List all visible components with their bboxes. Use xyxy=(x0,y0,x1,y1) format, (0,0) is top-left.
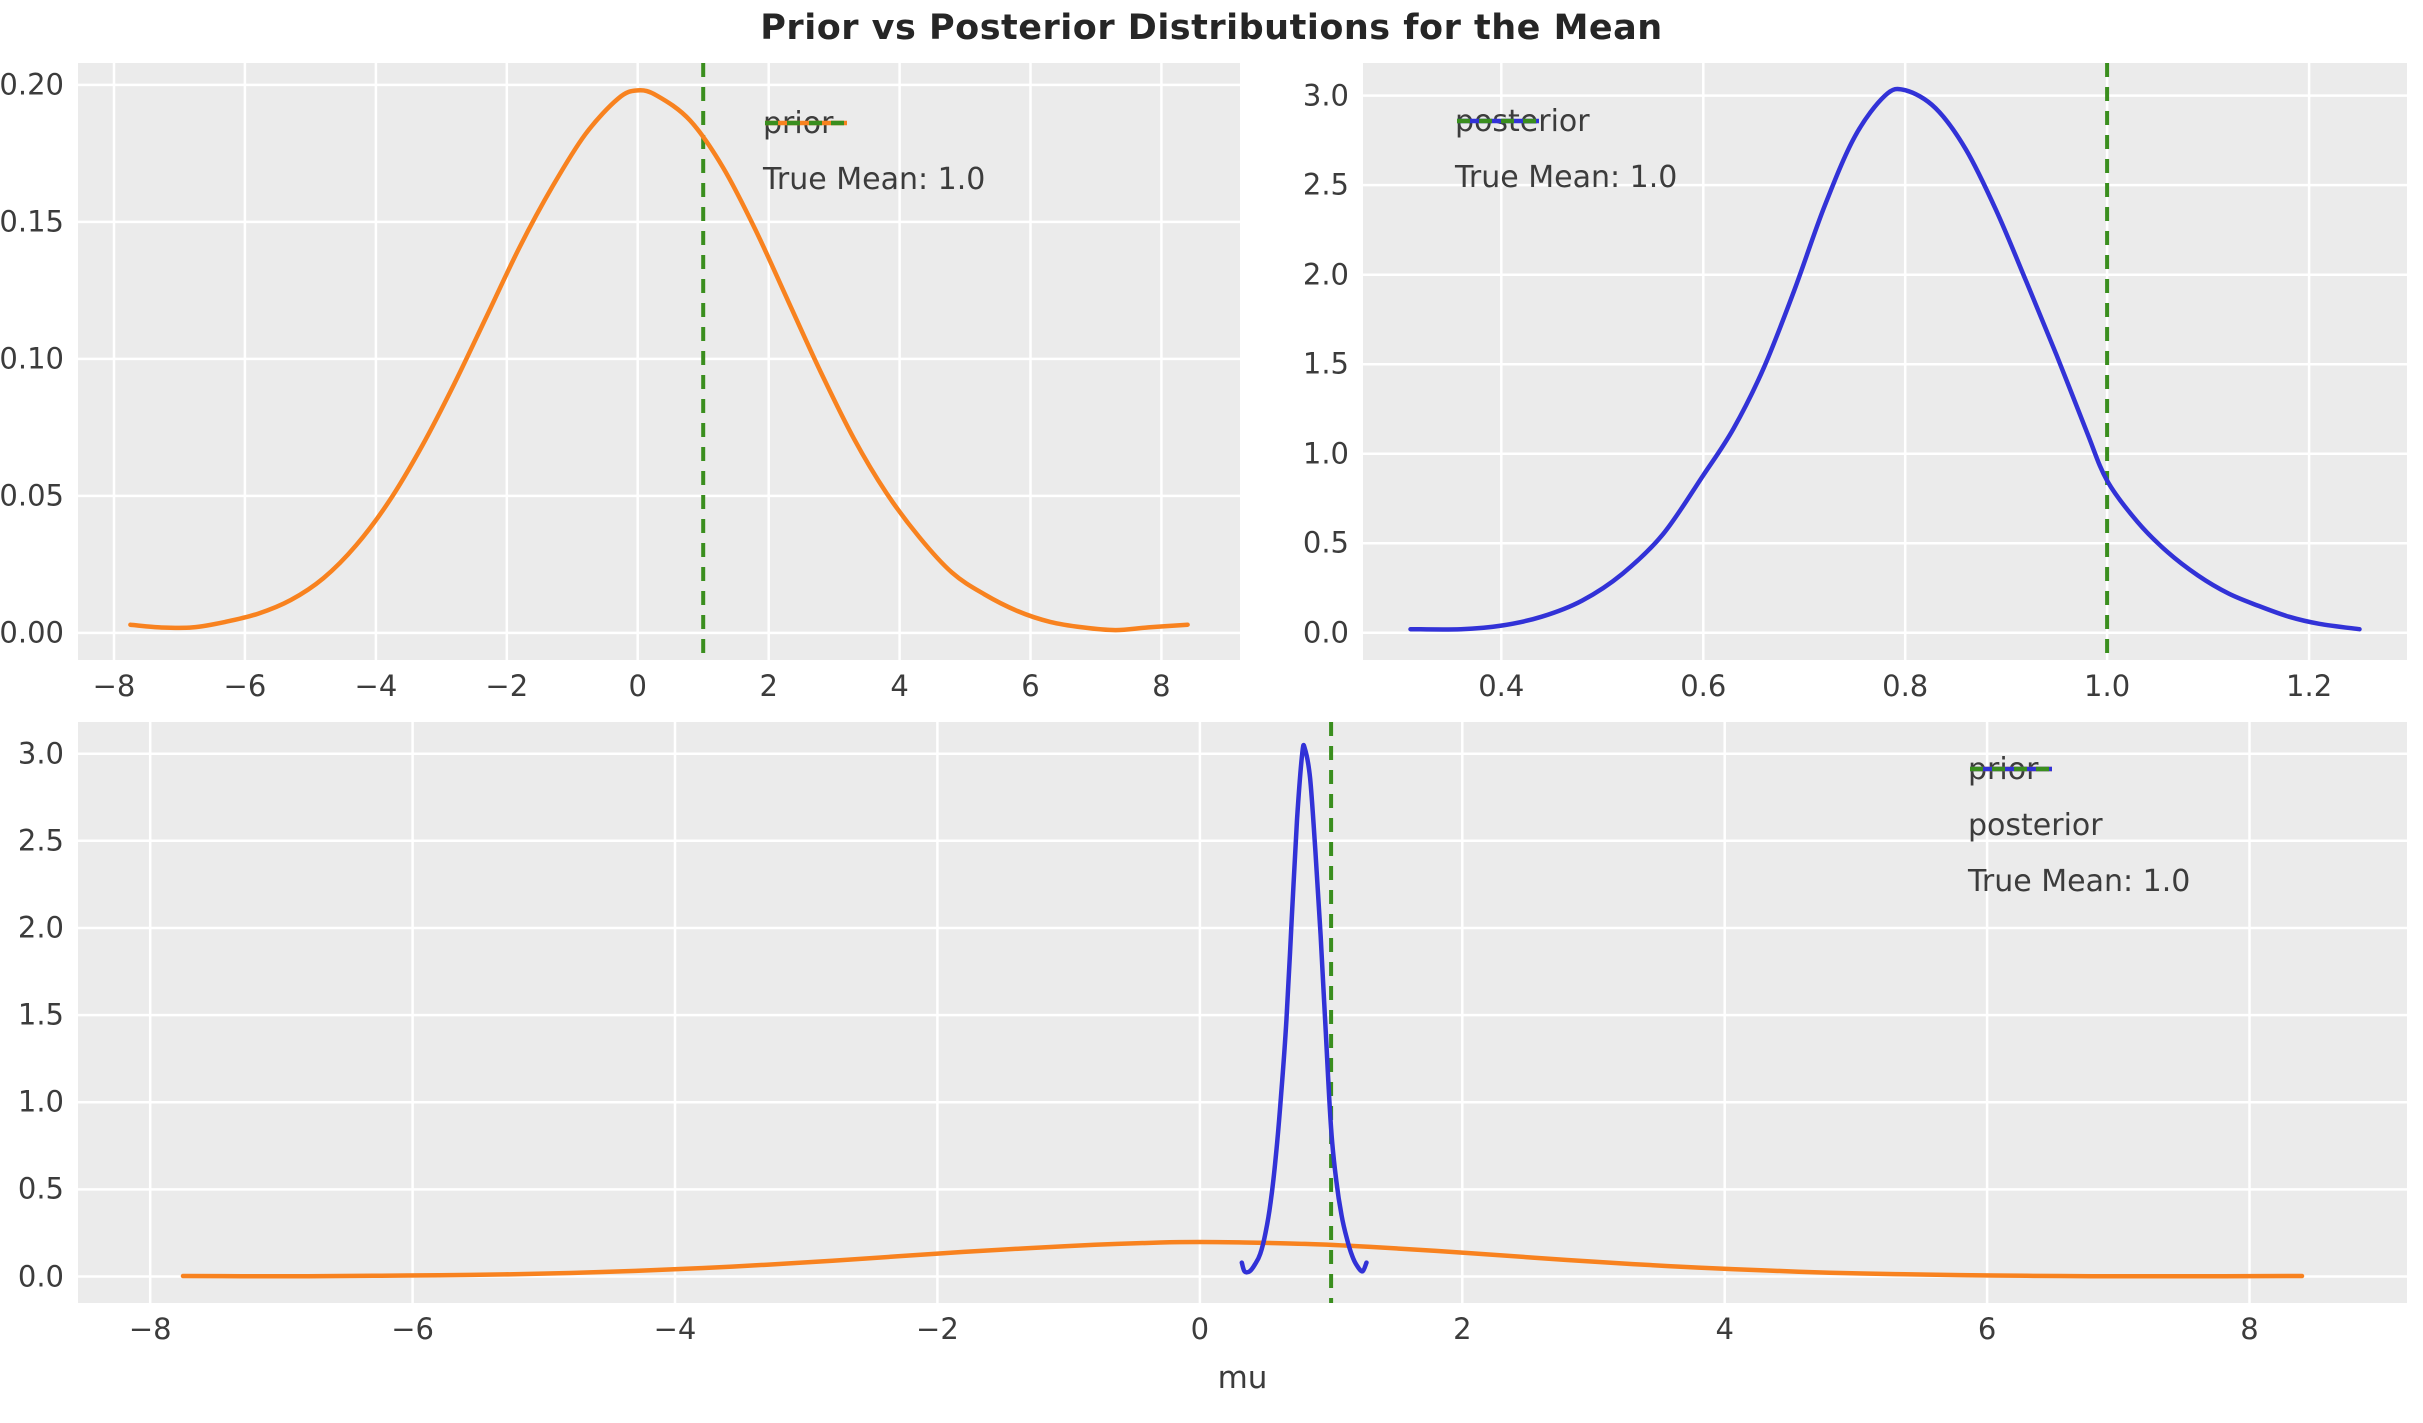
subplot-combined: −8 −6 −4 −2 0 2 4 6 8 0.0 0.5 1.0 1.5 2.0 2.5 3.0 mu prio… xyxy=(18,722,2407,1394)
y-tick-label: 2.5 xyxy=(17,823,64,858)
x-tick-label: −2 xyxy=(916,1312,959,1346)
y-tick-label: 1.5 xyxy=(1302,346,1349,381)
y-tick-label: 1.0 xyxy=(1302,436,1349,471)
legend-item-posterior: posterior xyxy=(1455,100,1677,142)
x-tick-label: 1.2 xyxy=(2286,669,2333,703)
legend-label: True Mean: 1.0 xyxy=(1455,159,1678,195)
x-tick-label: 1.0 xyxy=(2084,669,2131,703)
prior-curve xyxy=(180,1239,2305,1279)
y-tick-label: 0.00 xyxy=(0,615,64,650)
x-tick-label: −8 xyxy=(92,669,136,703)
figure-title: Prior vs Posterior Distributions for the… xyxy=(760,8,1663,48)
x-axis-label: mu xyxy=(1217,1360,1268,1396)
x-tick-label: 6 xyxy=(1021,669,1040,703)
y-tick-label: 0.5 xyxy=(17,1171,64,1206)
posterior-curve xyxy=(1408,86,2362,632)
legend-label: True Mean: 1.0 xyxy=(1968,863,2191,899)
panel-background xyxy=(78,63,1240,660)
x-tick-label: 0.6 xyxy=(1680,669,1727,703)
x-tick-label: 0 xyxy=(1190,1312,1210,1346)
x-tick-label: 0 xyxy=(628,669,647,703)
legend-item-true-mean-1-0: True Mean: 1.0 xyxy=(1968,766,2191,902)
y-tick-label: 3.0 xyxy=(1302,78,1349,113)
x-tick-label: −8 xyxy=(128,1312,172,1346)
x-tick-label: 6 xyxy=(1977,1312,1997,1346)
y-tick-label: 2.5 xyxy=(1302,167,1349,202)
x-tick-label: 8 xyxy=(1152,669,1171,703)
dashed-line-icon xyxy=(1457,118,1539,124)
y-tick-label: 0.0 xyxy=(1302,615,1349,650)
x-tick-label: −2 xyxy=(485,669,529,703)
y-tick-label: 0.10 xyxy=(0,341,64,376)
legend-item-true-mean-1-0: True Mean: 1.0 xyxy=(763,120,986,200)
panel-background xyxy=(1363,63,2407,660)
x-tick-label: 2 xyxy=(1453,1312,1472,1346)
x-tick-label: 4 xyxy=(1715,1312,1734,1346)
x-tick-label: −6 xyxy=(391,1312,434,1346)
y-tick-label: 0.05 xyxy=(0,478,64,513)
x-tick-label: −4 xyxy=(354,669,398,703)
y-tick-label: 2.0 xyxy=(1302,257,1349,292)
x-tick-label: 0.4 xyxy=(1478,669,1525,703)
x-tick-label: 0.8 xyxy=(1882,669,1929,703)
y-tick-label: 1.5 xyxy=(17,997,64,1032)
x-tick-label: 4 xyxy=(890,669,909,703)
x-tick-label: 8 xyxy=(2240,1312,2259,1346)
y-tick-label: 0.20 xyxy=(0,67,64,102)
y-tick-label: 3.0 xyxy=(17,736,64,771)
y-tick-label: 1.0 xyxy=(17,1084,64,1119)
legend-item-true-mean-1-0: True Mean: 1.0 xyxy=(1455,118,1678,198)
subplot-prior: −8 −6 −4 −2 0 2 4 6 8 0.00 0.05 0.10 0.15 0.20 prior Tr… xyxy=(0,63,1240,701)
posterior-subplot-canvas xyxy=(1363,63,2407,660)
x-tick-label: −4 xyxy=(653,1312,697,1346)
y-tick-label: 2.0 xyxy=(17,910,64,945)
dashed-line-icon xyxy=(765,120,847,126)
x-tick-label: 2 xyxy=(759,669,778,703)
legend-label: True Mean: 1.0 xyxy=(763,161,986,197)
y-tick-label: 0.0 xyxy=(17,1259,64,1293)
dashed-line-icon xyxy=(1970,766,2052,772)
panel-background xyxy=(78,722,2407,1303)
prior-curve xyxy=(128,88,1190,633)
legend: posterior True Mean: 1.0 xyxy=(1455,100,1677,198)
prior-subplot-canvas xyxy=(78,63,1240,660)
legend: prior True Mean: 1.0 xyxy=(763,102,985,200)
legend-item-posterior: posterior xyxy=(1968,766,2190,846)
legend-label: posterior xyxy=(1968,807,2103,843)
y-tick-label: 0.5 xyxy=(1302,525,1349,560)
y-tick-label: 0.15 xyxy=(0,204,64,239)
x-tick-label: −6 xyxy=(223,669,267,703)
legend: prior posterior True Mean: 1.0 xyxy=(1968,748,2190,902)
combined-subplot-canvas xyxy=(78,722,2407,1303)
posterior-curve xyxy=(1239,742,1369,1275)
subplot-posterior: 0.4 0.6 0.8 1.0 1.2 0.0 0.5 1.0 1.5 2.0 2.5 3.0 post… xyxy=(1303,63,2407,701)
